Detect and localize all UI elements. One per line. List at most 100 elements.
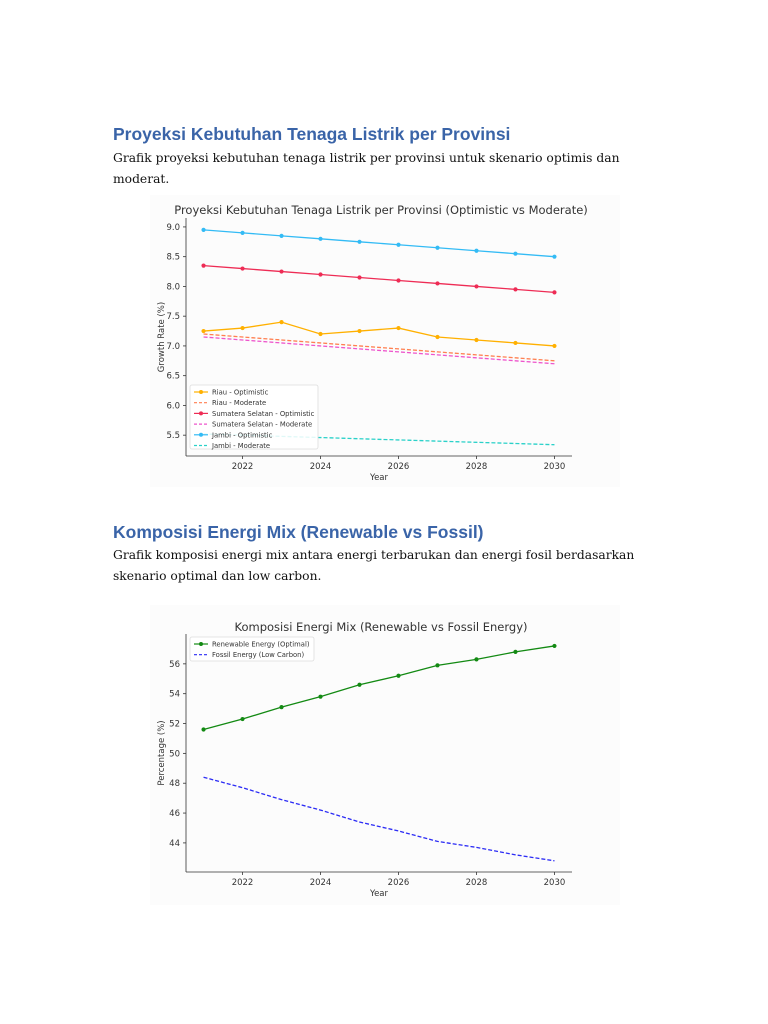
legend-label: Fossil Energy (Low Carbon) xyxy=(212,651,304,659)
y-tick-label: 9.0 xyxy=(166,223,180,233)
data-point xyxy=(318,236,323,241)
data-point xyxy=(474,657,479,662)
series-line xyxy=(203,264,555,294)
data-point xyxy=(201,328,206,334)
y-tick-label: 8.5 xyxy=(166,253,180,263)
y-tick-label: 6.0 xyxy=(166,401,180,411)
legend-marker xyxy=(199,432,203,437)
data-point xyxy=(279,320,284,325)
series-line xyxy=(203,776,555,862)
series-line xyxy=(203,333,555,362)
y-tick-label: 5.5 xyxy=(166,431,180,441)
data-point xyxy=(552,343,557,349)
x-axis-label: Year xyxy=(369,473,389,483)
data-point xyxy=(318,694,323,699)
section-paragraph: Grafik proyeksi kebutuhan tenaga listrik… xyxy=(113,151,620,186)
data-point xyxy=(201,263,206,268)
data-point xyxy=(318,331,323,337)
data-point xyxy=(435,334,440,340)
data-point xyxy=(396,278,401,283)
x-tick-label: 2030 xyxy=(544,462,566,472)
y-tick-label: 8.0 xyxy=(166,282,180,292)
y-tick-label: 54 xyxy=(169,690,180,700)
data-point xyxy=(240,325,245,331)
y-tick-label: 48 xyxy=(169,779,180,789)
series-line xyxy=(203,321,555,347)
y-tick-label: 52 xyxy=(169,720,180,730)
legend-label: Riau - Moderate xyxy=(212,399,266,407)
data-point xyxy=(474,248,479,253)
data-point xyxy=(357,328,362,334)
section-heading: Proyeksi Kebutuhan Tenaga Listrik per Pr… xyxy=(113,124,511,144)
data-point xyxy=(357,682,362,687)
y-axis-label: Percentage (%) xyxy=(157,720,167,785)
data-point xyxy=(240,266,245,271)
x-tick-label: 2028 xyxy=(466,878,488,888)
data-point xyxy=(513,287,518,292)
data-point xyxy=(279,233,284,238)
legend-label: Jambi - Moderate xyxy=(211,442,270,450)
data-point xyxy=(318,272,323,277)
x-tick-label: 2026 xyxy=(388,878,410,888)
data-point xyxy=(474,284,479,289)
data-point xyxy=(201,727,206,732)
x-tick-label: 2022 xyxy=(232,878,254,888)
data-point xyxy=(240,230,245,235)
x-tick-label: 2022 xyxy=(232,462,254,472)
data-point xyxy=(474,337,479,343)
x-tick-label: 2030 xyxy=(544,878,566,888)
legend-label: Sumatera Selatan - Optimistic xyxy=(212,410,315,418)
y-tick-label: 56 xyxy=(169,660,180,670)
legend-label: Riau - Optimistic xyxy=(212,389,269,397)
energy-mix-chart: Komposisi Energi Mix (Renewable vs Fossi… xyxy=(150,605,620,905)
y-tick-label: 44 xyxy=(169,839,180,849)
x-tick-label: 2024 xyxy=(310,462,332,472)
series-line xyxy=(203,433,555,446)
growth-rate-chart: Proyeksi Kebutuhan Tenaga Listrik per Pr… xyxy=(150,195,620,487)
data-point xyxy=(435,281,440,286)
data-point xyxy=(396,325,401,331)
data-point xyxy=(357,275,362,280)
section-paragraph: Grafik komposisi energi mix antara energ… xyxy=(113,548,635,583)
x-tick-label: 2024 xyxy=(310,878,332,888)
x-tick-label: 2028 xyxy=(466,462,488,472)
legend xyxy=(189,384,319,450)
data-point xyxy=(513,340,518,346)
legend xyxy=(189,636,315,662)
x-axis-label: Year xyxy=(369,889,389,899)
legend-marker xyxy=(199,390,203,394)
y-tick-label: 7.5 xyxy=(166,312,180,322)
data-point xyxy=(279,269,284,274)
legend-label: Sumatera Selatan - Moderate xyxy=(212,421,312,429)
legend-marker xyxy=(199,642,203,646)
section-heading: Komposisi Energi Mix (Renewable vs Fossi… xyxy=(113,522,484,542)
series-line xyxy=(203,645,555,731)
data-point xyxy=(513,251,518,256)
chart-title: Komposisi Energi Mix (Renewable vs Fossi… xyxy=(234,620,527,634)
data-point xyxy=(396,673,401,678)
y-tick-label: 50 xyxy=(169,749,180,759)
data-point xyxy=(435,663,440,668)
legend-label: Renewable Energy (Optimal) xyxy=(212,641,310,649)
chart-title: Proyeksi Kebutuhan Tenaga Listrik per Pr… xyxy=(174,203,588,217)
data-point xyxy=(357,239,362,244)
x-tick-label: 2026 xyxy=(388,462,410,472)
legend-label: Jambi - Optimistic xyxy=(211,431,273,439)
legend-marker xyxy=(199,411,203,416)
y-axis-label: Growth Rate (%) xyxy=(157,302,167,372)
data-point xyxy=(435,245,440,250)
data-point xyxy=(279,705,284,710)
data-point xyxy=(201,227,206,232)
data-point xyxy=(552,254,557,259)
data-point xyxy=(396,242,401,247)
series-line xyxy=(203,336,555,365)
data-point xyxy=(513,649,518,655)
data-point xyxy=(552,643,557,649)
y-tick-label: 7.0 xyxy=(166,342,180,352)
series-line xyxy=(203,229,555,258)
data-point xyxy=(552,290,557,295)
y-tick-label: 6.5 xyxy=(166,372,180,382)
data-point xyxy=(240,716,245,722)
y-tick-label: 46 xyxy=(169,809,180,819)
